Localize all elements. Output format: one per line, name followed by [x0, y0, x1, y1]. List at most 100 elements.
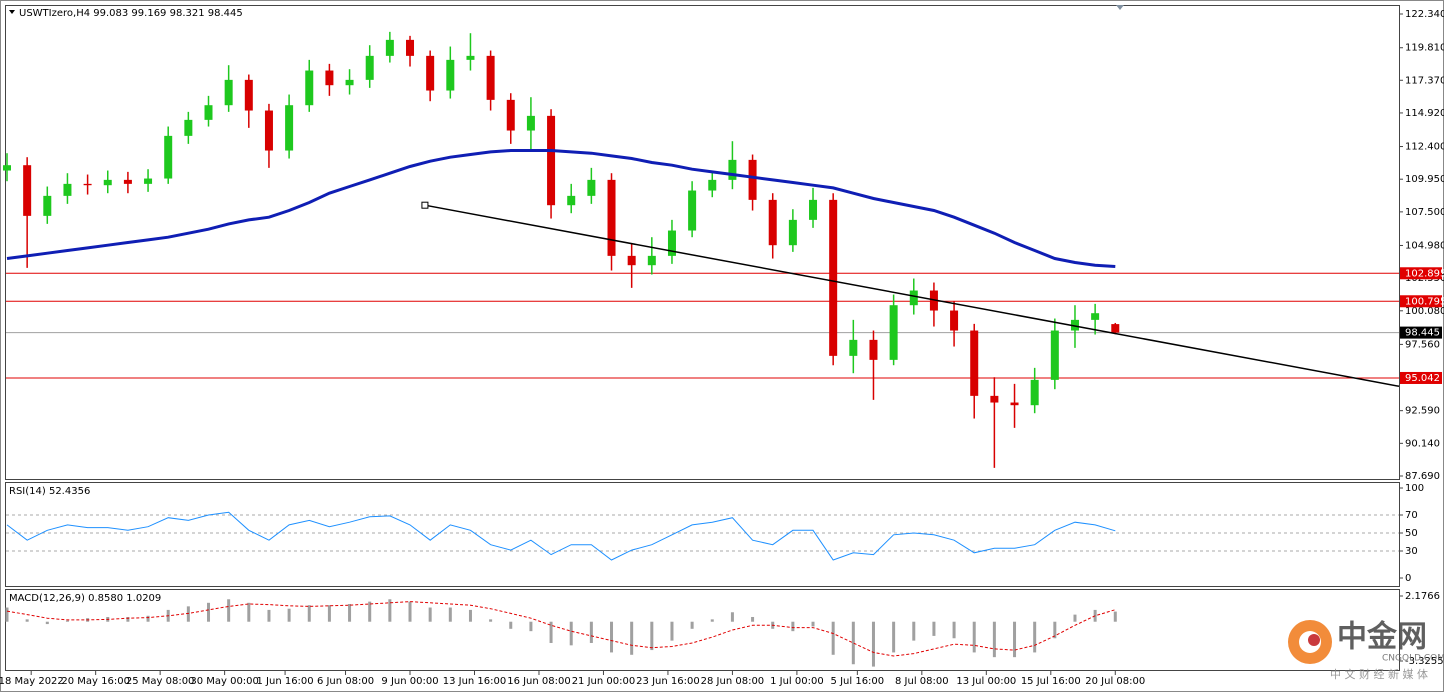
candle-body: [869, 339, 878, 360]
y-tick-label: 2.1766: [1405, 591, 1440, 602]
macd-bar: [871, 621, 875, 667]
candle-body: [486, 55, 495, 100]
macd-bar: [25, 619, 29, 622]
macd-bar: [267, 609, 271, 622]
macd-bar: [932, 621, 936, 636]
logo-name: 中金网: [1337, 620, 1427, 655]
candle-body: [1030, 379, 1039, 406]
candle-body: [607, 179, 616, 256]
x-tick-label: 5 Jul 16:00: [831, 676, 885, 687]
macd-bar: [1073, 614, 1077, 622]
candle-body: [1010, 402, 1019, 406]
moving-average: [6, 149, 1116, 268]
macd-bar: [710, 619, 714, 622]
level-tag: [1400, 371, 1442, 384]
macd-signal: [6, 601, 1116, 657]
macd-bar: [589, 621, 593, 643]
candle-body: [970, 330, 979, 396]
macd-bar: [730, 612, 734, 622]
y-tick-label: 122.340: [1405, 9, 1444, 20]
x-tick-label: 23 Jun 16:00: [636, 676, 700, 687]
y-tick-label: 30: [1405, 546, 1418, 557]
y-tick-label: 87.690: [1405, 471, 1440, 482]
candle-body: [990, 395, 999, 403]
y-tick-label: 70: [1405, 510, 1418, 521]
y-tick-label: 0: [1405, 573, 1411, 584]
level-tag: [1400, 326, 1442, 339]
logo-dot: [1308, 634, 1320, 646]
y-tick-label: 109.950: [1405, 174, 1444, 185]
y-tick-label: 119.810: [1405, 43, 1444, 54]
macd-bar: [529, 621, 533, 632]
macd-bar: [569, 621, 573, 646]
candle-body: [667, 230, 676, 256]
candle-body: [426, 55, 435, 91]
candle-body: [23, 165, 32, 216]
x-tick-label: 1 Jun 16:00: [256, 676, 313, 687]
y-tick-label: 100.080: [1405, 306, 1444, 317]
macd-bar: [307, 605, 311, 622]
candle-body: [647, 255, 656, 266]
macd-bar: [65, 620, 69, 622]
rsi-line: [6, 511, 1116, 561]
candle-body: [728, 159, 737, 180]
macd-bar: [45, 621, 49, 625]
candle-body: [688, 190, 697, 231]
candle-body: [365, 55, 374, 80]
macd-bar: [1033, 621, 1037, 653]
candle-body: [43, 195, 52, 216]
macd-bar: [5, 607, 9, 622]
macd-bar: [146, 615, 150, 622]
candle-body: [506, 99, 515, 131]
candle-body: [184, 119, 193, 136]
candle-body: [768, 199, 777, 246]
y-tick-label: 114.920: [1405, 108, 1444, 119]
y-tick-label: 97.560: [1405, 339, 1440, 350]
macd-bar: [690, 621, 694, 629]
candle-body: [264, 110, 273, 151]
x-tick-label: 8 Jul 08:00: [895, 676, 949, 687]
menu-arrow: [9, 10, 15, 14]
level-label: 100.795: [1405, 296, 1444, 307]
macd-bar: [912, 621, 916, 641]
candle-body: [83, 183, 92, 186]
price-panel: [5, 5, 1400, 480]
x-tick-label: 25 May 08:00: [126, 676, 195, 687]
y-tick-label: -3.3255: [1405, 656, 1444, 667]
candle-body: [567, 195, 576, 206]
candle-body: [466, 55, 475, 60]
candle-body: [103, 179, 112, 186]
x-tick-label: 6 Jun 08:00: [317, 676, 374, 687]
candle-body: [1070, 319, 1079, 331]
x-tick-label: 9 Jun 00:00: [381, 676, 438, 687]
y-tick-label: 100: [1405, 483, 1424, 494]
macd-bar: [952, 621, 956, 639]
y-tick-label: 50: [1405, 528, 1418, 539]
candle-body: [204, 105, 213, 120]
x-tick-label: 15 Jul 16:00: [1021, 676, 1081, 687]
level-label: 102.895: [1405, 268, 1444, 279]
rsi-panel: [5, 482, 1400, 587]
macd-bar: [408, 601, 412, 622]
x-tick-label: 13 Jul 00:00: [956, 676, 1016, 687]
candle-body: [809, 199, 818, 220]
candle-body: [144, 178, 153, 184]
candle-body: [849, 339, 858, 356]
macd-bar: [509, 621, 513, 629]
y-tick-label: 112.400: [1405, 142, 1444, 153]
x-tick-label: 28 Jun 08:00: [701, 676, 765, 687]
level-label: 98.445: [1405, 328, 1440, 339]
macd-bar: [992, 621, 996, 658]
candle-body: [285, 105, 294, 151]
watermark: 中金网 CNGOLD.COM 中 文 财 经 新 媒 体: [1288, 620, 1444, 681]
macd-bar: [972, 621, 976, 653]
macd-bar: [489, 619, 493, 622]
candle-body: [1050, 330, 1059, 380]
trendline: [424, 204, 1400, 388]
shift-marker: [1116, 5, 1124, 10]
macd-bar: [468, 609, 472, 622]
candle-body: [889, 305, 898, 360]
candle-body: [63, 183, 72, 196]
candle-body: [3, 165, 11, 171]
